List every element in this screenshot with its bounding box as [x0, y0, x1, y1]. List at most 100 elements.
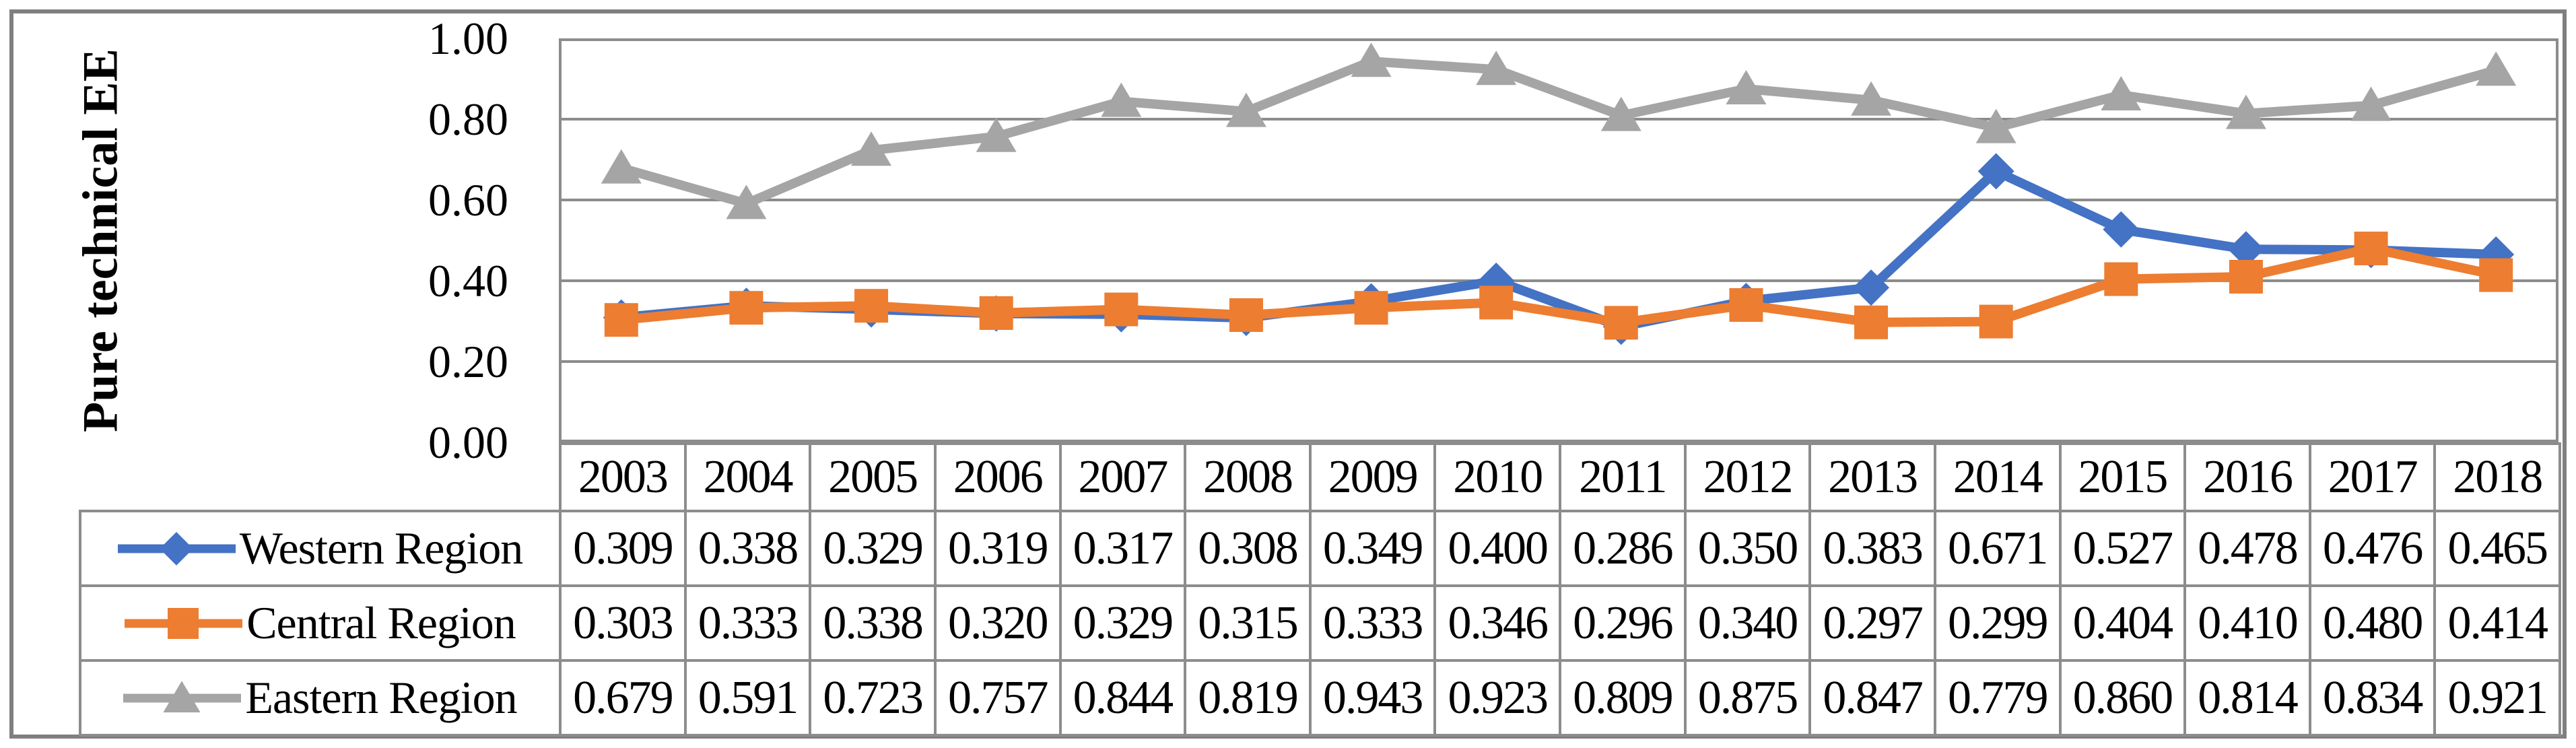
central-region-marker	[1479, 285, 1514, 320]
central-region-marker	[604, 303, 638, 337]
eastern-region-value-cell: 0.679	[559, 659, 687, 737]
central-region-marker	[1729, 288, 1763, 322]
central-region-row: Central Region 0.303 0.333 0.338 0.320 0.329 0…	[79, 584, 2561, 662]
eastern-region-marker	[1351, 42, 1392, 77]
central-region-value-cell: 0.333	[683, 584, 812, 662]
central-region-value-cell: 0.346	[1433, 584, 1561, 662]
central-region-value-cell: 0.338	[809, 584, 937, 662]
western-region-legend-label: Western Region	[239, 522, 524, 574]
year-cell: 2011	[1559, 442, 1687, 512]
eastern-region-value-cell: 0.809	[1559, 659, 1687, 737]
year-cell: 2016	[2183, 442, 2311, 512]
western-region-value-cell: 0.317	[1058, 510, 1187, 587]
eastern-region-marker	[2476, 51, 2517, 86]
western-region-value-cell: 0.476	[2308, 510, 2437, 587]
central-region-legend-cell: Central Region	[79, 584, 562, 662]
western-region-value-cell: 0.286	[1559, 510, 1687, 587]
eastern-region-legend-label: Eastern Region	[245, 672, 517, 723]
year-cell: 2017	[2308, 442, 2437, 512]
western-region-value-cell: 0.465	[2433, 510, 2561, 587]
eastern-region-legend-cell: Eastern Region	[79, 659, 562, 737]
eastern-region-value-cell: 0.591	[683, 659, 812, 737]
year-cell: 2005	[809, 442, 937, 512]
eastern-region-legend-key-icon	[123, 680, 242, 712]
eastern-region-value-cell: 0.819	[1184, 659, 1312, 737]
y-axis-tick-label: 0.00	[428, 417, 508, 468]
plot-area	[559, 38, 2558, 442]
western-region-marker	[2227, 231, 2264, 268]
central-region-line	[621, 244, 2497, 328]
eastern-region-marker	[2350, 86, 2392, 121]
central-region-marker	[1354, 291, 1388, 325]
year-cell: 2015	[2058, 442, 2187, 512]
eastern-region-marker	[1476, 50, 1517, 86]
central-region-value-cell: 0.333	[1308, 584, 1437, 662]
central-region-value-cell: 0.296	[1559, 584, 1687, 662]
eastern-region-marker	[851, 131, 892, 166]
eastern-region-value-cell: 0.834	[2308, 659, 2437, 737]
central-region-legend-label: Central Region	[246, 597, 516, 648]
central-region-value-cell: 0.410	[2183, 584, 2311, 662]
eastern-region-marker	[2225, 94, 2266, 129]
eastern-region-value-cell: 0.779	[1933, 659, 2062, 737]
central-region-marker	[2354, 232, 2388, 265]
y-axis-tick-label: 0.60	[428, 174, 508, 226]
year-cell: 2007	[1058, 442, 1187, 512]
western-region-marker	[2103, 211, 2140, 248]
central-region-value-cell: 0.303	[559, 584, 687, 662]
year-cell: 2003	[559, 442, 687, 512]
western-region-value-cell: 0.671	[1933, 510, 2062, 587]
central-region-legend-key-icon	[125, 607, 243, 639]
eastern-region-marker	[1726, 70, 1767, 104]
western-region-value-cell: 0.309	[559, 510, 687, 587]
western-region-legend-key-icon	[117, 531, 236, 566]
central-region-value-cell: 0.297	[1808, 584, 1936, 662]
eastern-region-marker	[1225, 92, 1266, 127]
central-region-value-cell: 0.320	[933, 584, 1062, 662]
central-region-value-cell: 0.414	[2433, 584, 2561, 662]
western-region-value-cell: 0.349	[1308, 510, 1437, 587]
central-region-value-cell: 0.329	[1058, 584, 1187, 662]
eastern-region-value-cell: 0.723	[809, 659, 937, 737]
eastern-region-marker	[1101, 82, 1142, 117]
y-axis-title: Pure technical EE	[73, 48, 129, 433]
western-region-value-cell: 0.400	[1433, 510, 1561, 587]
eastern-region-marker	[1600, 96, 1641, 131]
western-region-legend-cell: Western Region	[79, 510, 562, 587]
western-region-marker	[1977, 153, 2014, 190]
central-region-value-cell: 0.404	[2058, 584, 2187, 662]
year-cell: 2006	[933, 442, 1062, 512]
central-region-marker	[979, 296, 1013, 330]
eastern-region-value-cell: 0.847	[1808, 659, 1936, 737]
year-header-row: 2003 2004 2005 2006 2007 2008 2009 2010 2011 2012…	[80, 442, 2561, 512]
eastern-region-marker	[1975, 108, 2016, 143]
western-region-value-cell: 0.527	[2058, 510, 2187, 587]
western-region-value-cell: 0.383	[1808, 510, 1936, 587]
year-cell: 2012	[1683, 442, 1812, 512]
western-region-value-cell: 0.338	[683, 510, 812, 587]
eastern-region-value-cell: 0.875	[1683, 659, 1812, 737]
central-region-marker	[1604, 306, 1638, 340]
central-region-marker	[1979, 304, 2013, 339]
y-axis-tick-label: 0.20	[428, 336, 508, 387]
eastern-region-value-cell: 0.844	[1058, 659, 1187, 737]
eastern-region-marker	[2101, 76, 2142, 110]
eastern-region-marker	[601, 149, 642, 184]
central-region-value-cell: 0.299	[1933, 584, 2062, 662]
central-region-marker	[2479, 258, 2513, 292]
eastern-region-value-cell: 0.923	[1433, 659, 1561, 737]
central-region-marker	[854, 289, 889, 323]
eastern-region-line	[619, 57, 2498, 209]
central-region-value-cell: 0.480	[2308, 584, 2437, 662]
y-axis-tick-label: 1.00	[428, 13, 508, 64]
y-axis-tick-label: 0.80	[428, 94, 508, 145]
eastern-region-row: Eastern Region 0.679 0.591 0.723 0.757 0.844 0…	[79, 659, 2561, 737]
year-cell: 2018	[2433, 442, 2561, 512]
western-region-value-cell: 0.319	[933, 510, 1062, 587]
year-cell: 2013	[1808, 442, 1936, 512]
y-axis-tick-label: 0.40	[428, 255, 508, 306]
central-region-value-cell: 0.315	[1184, 584, 1312, 662]
eastern-region-marker	[726, 184, 767, 219]
western-region-value-cell: 0.350	[1683, 510, 1812, 587]
